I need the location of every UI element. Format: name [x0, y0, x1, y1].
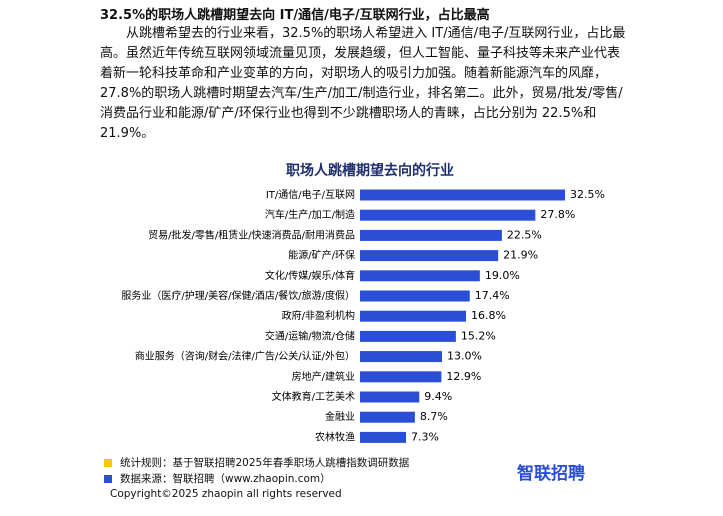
category-label: 能源/矿产/环保	[288, 249, 355, 262]
category-label: 商业服务（咨询/财会/法律/广告/公关/认证/外包）	[135, 350, 355, 363]
value-label: 7.3%	[411, 430, 439, 443]
category-label: 文化/传媒/娱乐/体育	[265, 269, 355, 282]
value-label: 27.8%	[540, 208, 575, 221]
category-label: 农林牧渔	[315, 430, 355, 443]
value-label: 16.8%	[471, 309, 506, 322]
bar	[360, 431, 407, 443]
category-label: 政府/非盈利机构	[282, 309, 355, 322]
bar	[360, 391, 420, 403]
bar	[360, 371, 442, 383]
bar	[360, 189, 565, 201]
value-label: 9.4%	[424, 390, 452, 403]
bar	[360, 229, 502, 241]
note: 数据来源：智联招聘（www.zhaopin.com）	[104, 471, 331, 486]
note: 统计规则：基于智联招聘2025年春季职场人跳槽指数调研数据	[104, 455, 409, 470]
bar	[360, 209, 536, 221]
value-label: 13.0%	[447, 350, 482, 363]
category-label: 文体教育/工艺美术	[272, 390, 355, 403]
paragraph: 从跳槽希望去的行业来看，32.5%的职场人希望进入 IT/通信/电子/互联网行业…	[100, 26, 626, 141]
heading: 32.5%的职场人跳槽期望去向 IT/通信/电子/互联网行业，占比最高	[100, 8, 490, 23]
note-text: 数据来源：智联招聘（www.zhaopin.com）	[120, 473, 331, 485]
note-text: 统计规则：基于智联招聘2025年春季职场人跳槽指数调研数据	[120, 457, 410, 469]
value-label: 15.2%	[461, 329, 496, 342]
bar	[360, 310, 466, 322]
category-label: 汽车/生产/加工/制造	[265, 208, 355, 221]
value-label: 32.5%	[570, 188, 605, 201]
category-label: 房地产/建筑业	[292, 370, 355, 383]
marker	[104, 474, 112, 483]
chart-title: 职场人跳槽期望去向的行业	[286, 162, 454, 179]
logo: 智联招聘	[517, 464, 585, 484]
value-label: 19.0%	[485, 269, 520, 282]
value-label: 22.5%	[507, 228, 542, 241]
category-label: 交通/运输/物流/仓储	[265, 329, 355, 342]
bar	[360, 250, 499, 262]
bar	[360, 411, 415, 423]
value-label: 8.7%	[420, 410, 448, 423]
bar	[360, 351, 442, 363]
bar	[360, 290, 470, 302]
chart: 职场人跳槽期望去向的行业 IT/通信/电子/互联网 32.5% 汽车/生产/加工/制…	[121, 162, 605, 443]
marker	[104, 458, 112, 467]
copyright: Copyright©2025 zhaopin all rights reserv…	[110, 488, 342, 500]
bar	[360, 330, 456, 342]
category-label: 贸易/批发/零售/租赁业/快速消费品/耐用消费品	[148, 228, 355, 241]
category-label: 服务业（医疗/护理/美容/保健/酒店/餐饮/旅游/度假）	[121, 289, 355, 302]
value-label: 17.4%	[475, 289, 510, 302]
value-label: 12.9%	[446, 370, 481, 383]
bar	[360, 270, 480, 282]
category-label: IT/通信/电子/互联网	[266, 188, 355, 201]
category-label: 金融业	[325, 410, 355, 423]
value-label: 21.9%	[503, 249, 538, 262]
